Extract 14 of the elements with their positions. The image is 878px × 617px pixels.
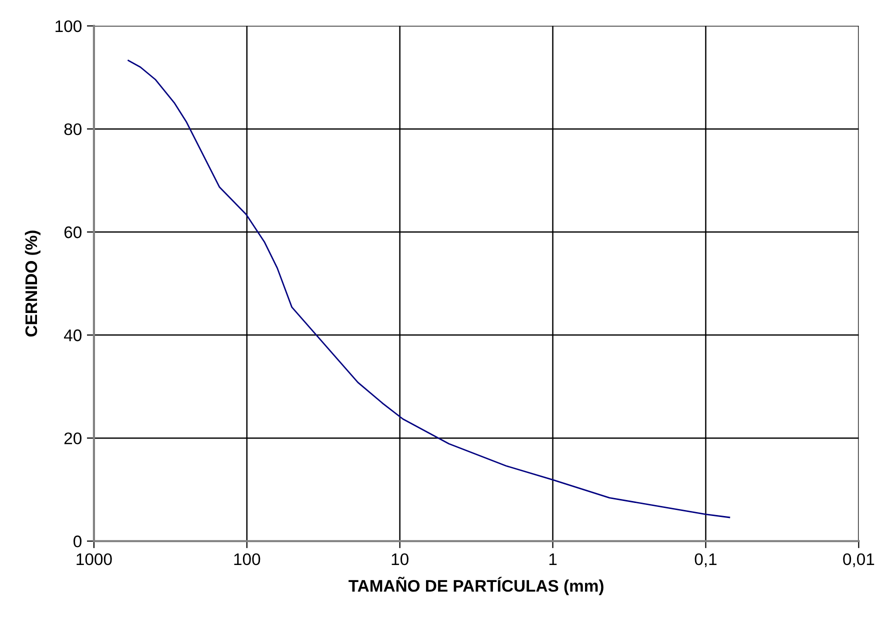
x-tick-label: 100: [234, 553, 260, 566]
y-tick-label: 80: [64, 123, 82, 136]
y-tick-label: 20: [64, 432, 82, 444]
y-tick-label: 60: [64, 226, 82, 238]
x-tick-label: 0,01: [843, 553, 874, 568]
y-tick-label: 0: [74, 536, 82, 548]
y-tick-label: 100: [56, 20, 82, 32]
x-tick-label: 1000: [76, 553, 112, 566]
x-tick-label: 0,1: [694, 553, 717, 568]
x-tick-label: 1: [549, 554, 557, 565]
y-axis-title: CERNIDO (%): [24, 230, 40, 337]
x-axis-title: TAMAÑO DE PARTÍCULAS (mm): [348, 576, 604, 596]
y-tick-label: 40: [64, 329, 82, 342]
x-tick-label: 10: [392, 553, 408, 566]
